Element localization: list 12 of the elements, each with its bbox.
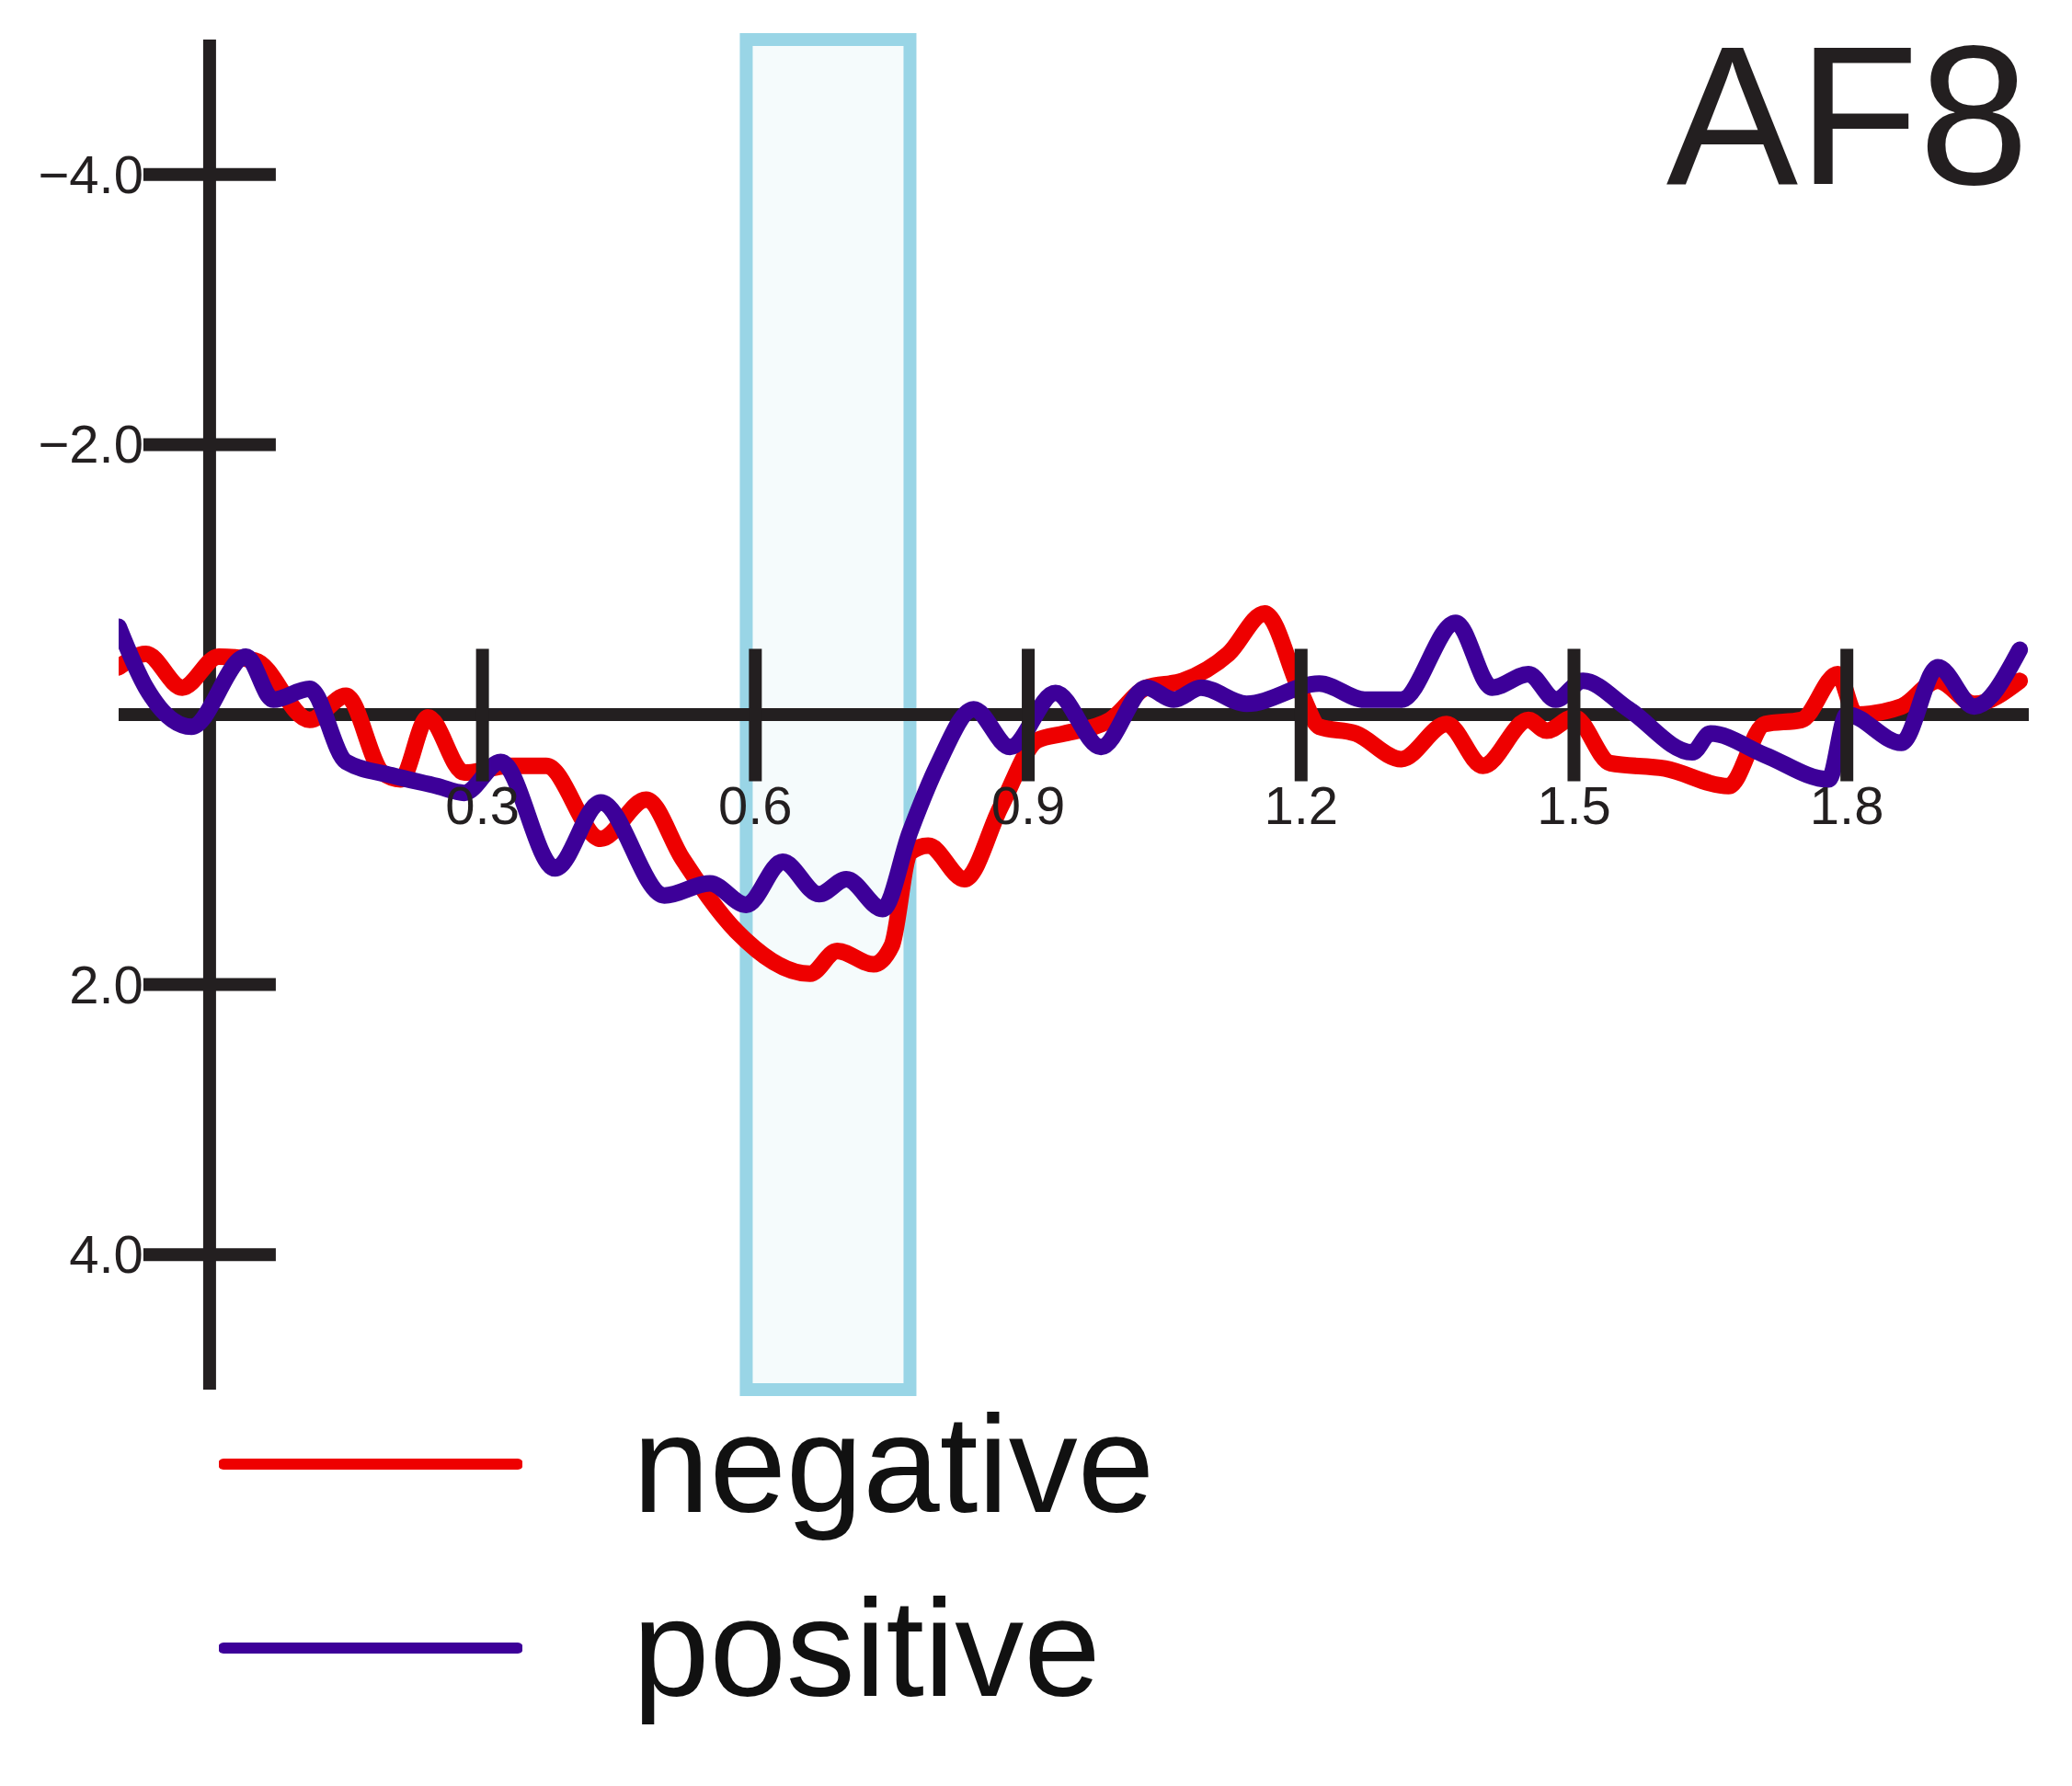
y-tick-label: −4.0 [38,143,143,204]
x-tick-label: 0.3 [445,774,520,835]
legend-label: positive [633,1571,1101,1725]
y-tick-label: 4.0 [69,1224,143,1285]
x-tick-label: 0.6 [718,774,793,835]
x-tick-label: 1.8 [1809,774,1884,835]
y-tick-label: −2.0 [38,414,143,475]
chart-title: AF8 [1666,5,2029,226]
legend-label: negative [633,1387,1155,1541]
x-tick-label: 1.2 [1264,774,1339,835]
x-tick-label: 1.5 [1537,774,1611,835]
y-tick-label: 2.0 [69,954,143,1014]
